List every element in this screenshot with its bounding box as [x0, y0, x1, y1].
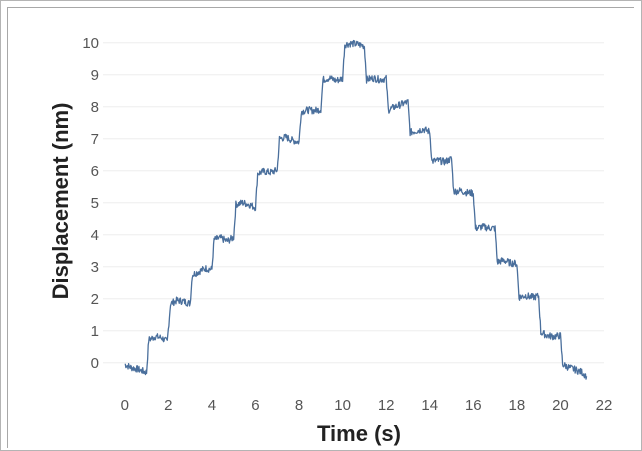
x-axis-ticks: 0 2 4 6 8 10 12 14 16 18 20 22 [121, 397, 613, 414]
x-tick-label: 0 [121, 397, 129, 414]
series-line-0 [124, 39, 588, 380]
series-group [124, 39, 588, 380]
y-axis-ticks: 0 1 2 3 4 5 6 7 8 9 10 [82, 35, 99, 372]
x-tick-label: 4 [208, 397, 216, 414]
x-tick-label: 2 [164, 397, 172, 414]
y-tick-label: 8 [91, 99, 99, 116]
plot-panel-border [7, 7, 634, 448]
x-tick-label: 22 [596, 397, 613, 414]
y-tick-label: 9 [91, 67, 99, 84]
x-axis-label: Time (s) [317, 421, 401, 446]
y-tick-label: 2 [91, 291, 99, 308]
x-tick-label: 16 [465, 397, 482, 414]
x-tick-label: 18 [509, 397, 526, 414]
x-tick-label: 12 [378, 397, 395, 414]
y-axis-label: Displacement (nm) [48, 103, 73, 300]
x-tick-label: 14 [421, 397, 438, 414]
grid-lines [103, 42, 604, 364]
x-tick-label: 6 [251, 397, 259, 414]
x-tick-label: 10 [334, 397, 351, 414]
y-tick-label: 7 [91, 131, 99, 148]
y-tick-label: 5 [91, 195, 99, 212]
y-tick-label: 0 [91, 355, 99, 372]
y-tick-label: 6 [91, 163, 99, 180]
x-tick-label: 20 [552, 397, 569, 414]
y-tick-label: 3 [91, 259, 99, 276]
y-tick-label: 4 [91, 227, 99, 244]
y-tick-label: 1 [91, 323, 99, 340]
x-tick-label: 8 [295, 397, 303, 414]
y-tick-label: 10 [82, 35, 99, 52]
